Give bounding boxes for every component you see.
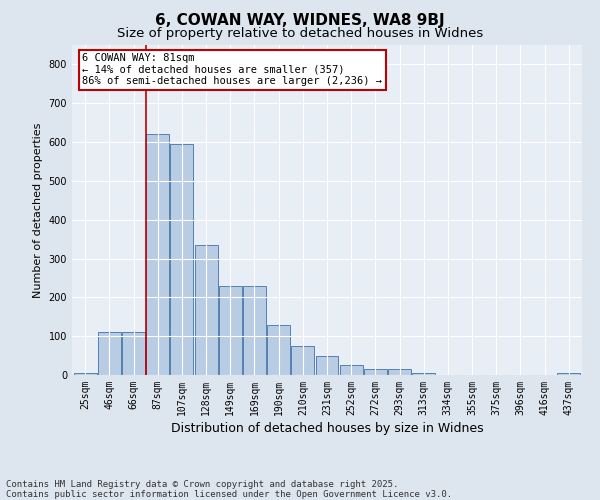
Bar <box>557 373 580 375</box>
Text: 6, COWAN WAY, WIDNES, WA8 9BJ: 6, COWAN WAY, WIDNES, WA8 9BJ <box>155 12 445 28</box>
Bar <box>388 369 411 375</box>
Bar <box>340 366 362 375</box>
Bar <box>194 245 218 375</box>
Bar <box>74 373 97 375</box>
Bar <box>243 286 266 375</box>
Text: Contains HM Land Registry data © Crown copyright and database right 2025.
Contai: Contains HM Land Registry data © Crown c… <box>6 480 452 499</box>
Bar <box>98 332 121 375</box>
X-axis label: Distribution of detached houses by size in Widnes: Distribution of detached houses by size … <box>170 422 484 435</box>
Bar <box>122 332 145 375</box>
Bar <box>170 144 193 375</box>
Bar <box>412 373 435 375</box>
Bar <box>316 356 338 375</box>
Y-axis label: Number of detached properties: Number of detached properties <box>33 122 43 298</box>
Text: Size of property relative to detached houses in Widnes: Size of property relative to detached ho… <box>117 28 483 40</box>
Bar <box>292 346 314 375</box>
Bar <box>146 134 169 375</box>
Bar <box>219 286 242 375</box>
Bar <box>364 369 387 375</box>
Text: 6 COWAN WAY: 81sqm
← 14% of detached houses are smaller (357)
86% of semi-detach: 6 COWAN WAY: 81sqm ← 14% of detached hou… <box>82 53 382 86</box>
Bar <box>267 324 290 375</box>
